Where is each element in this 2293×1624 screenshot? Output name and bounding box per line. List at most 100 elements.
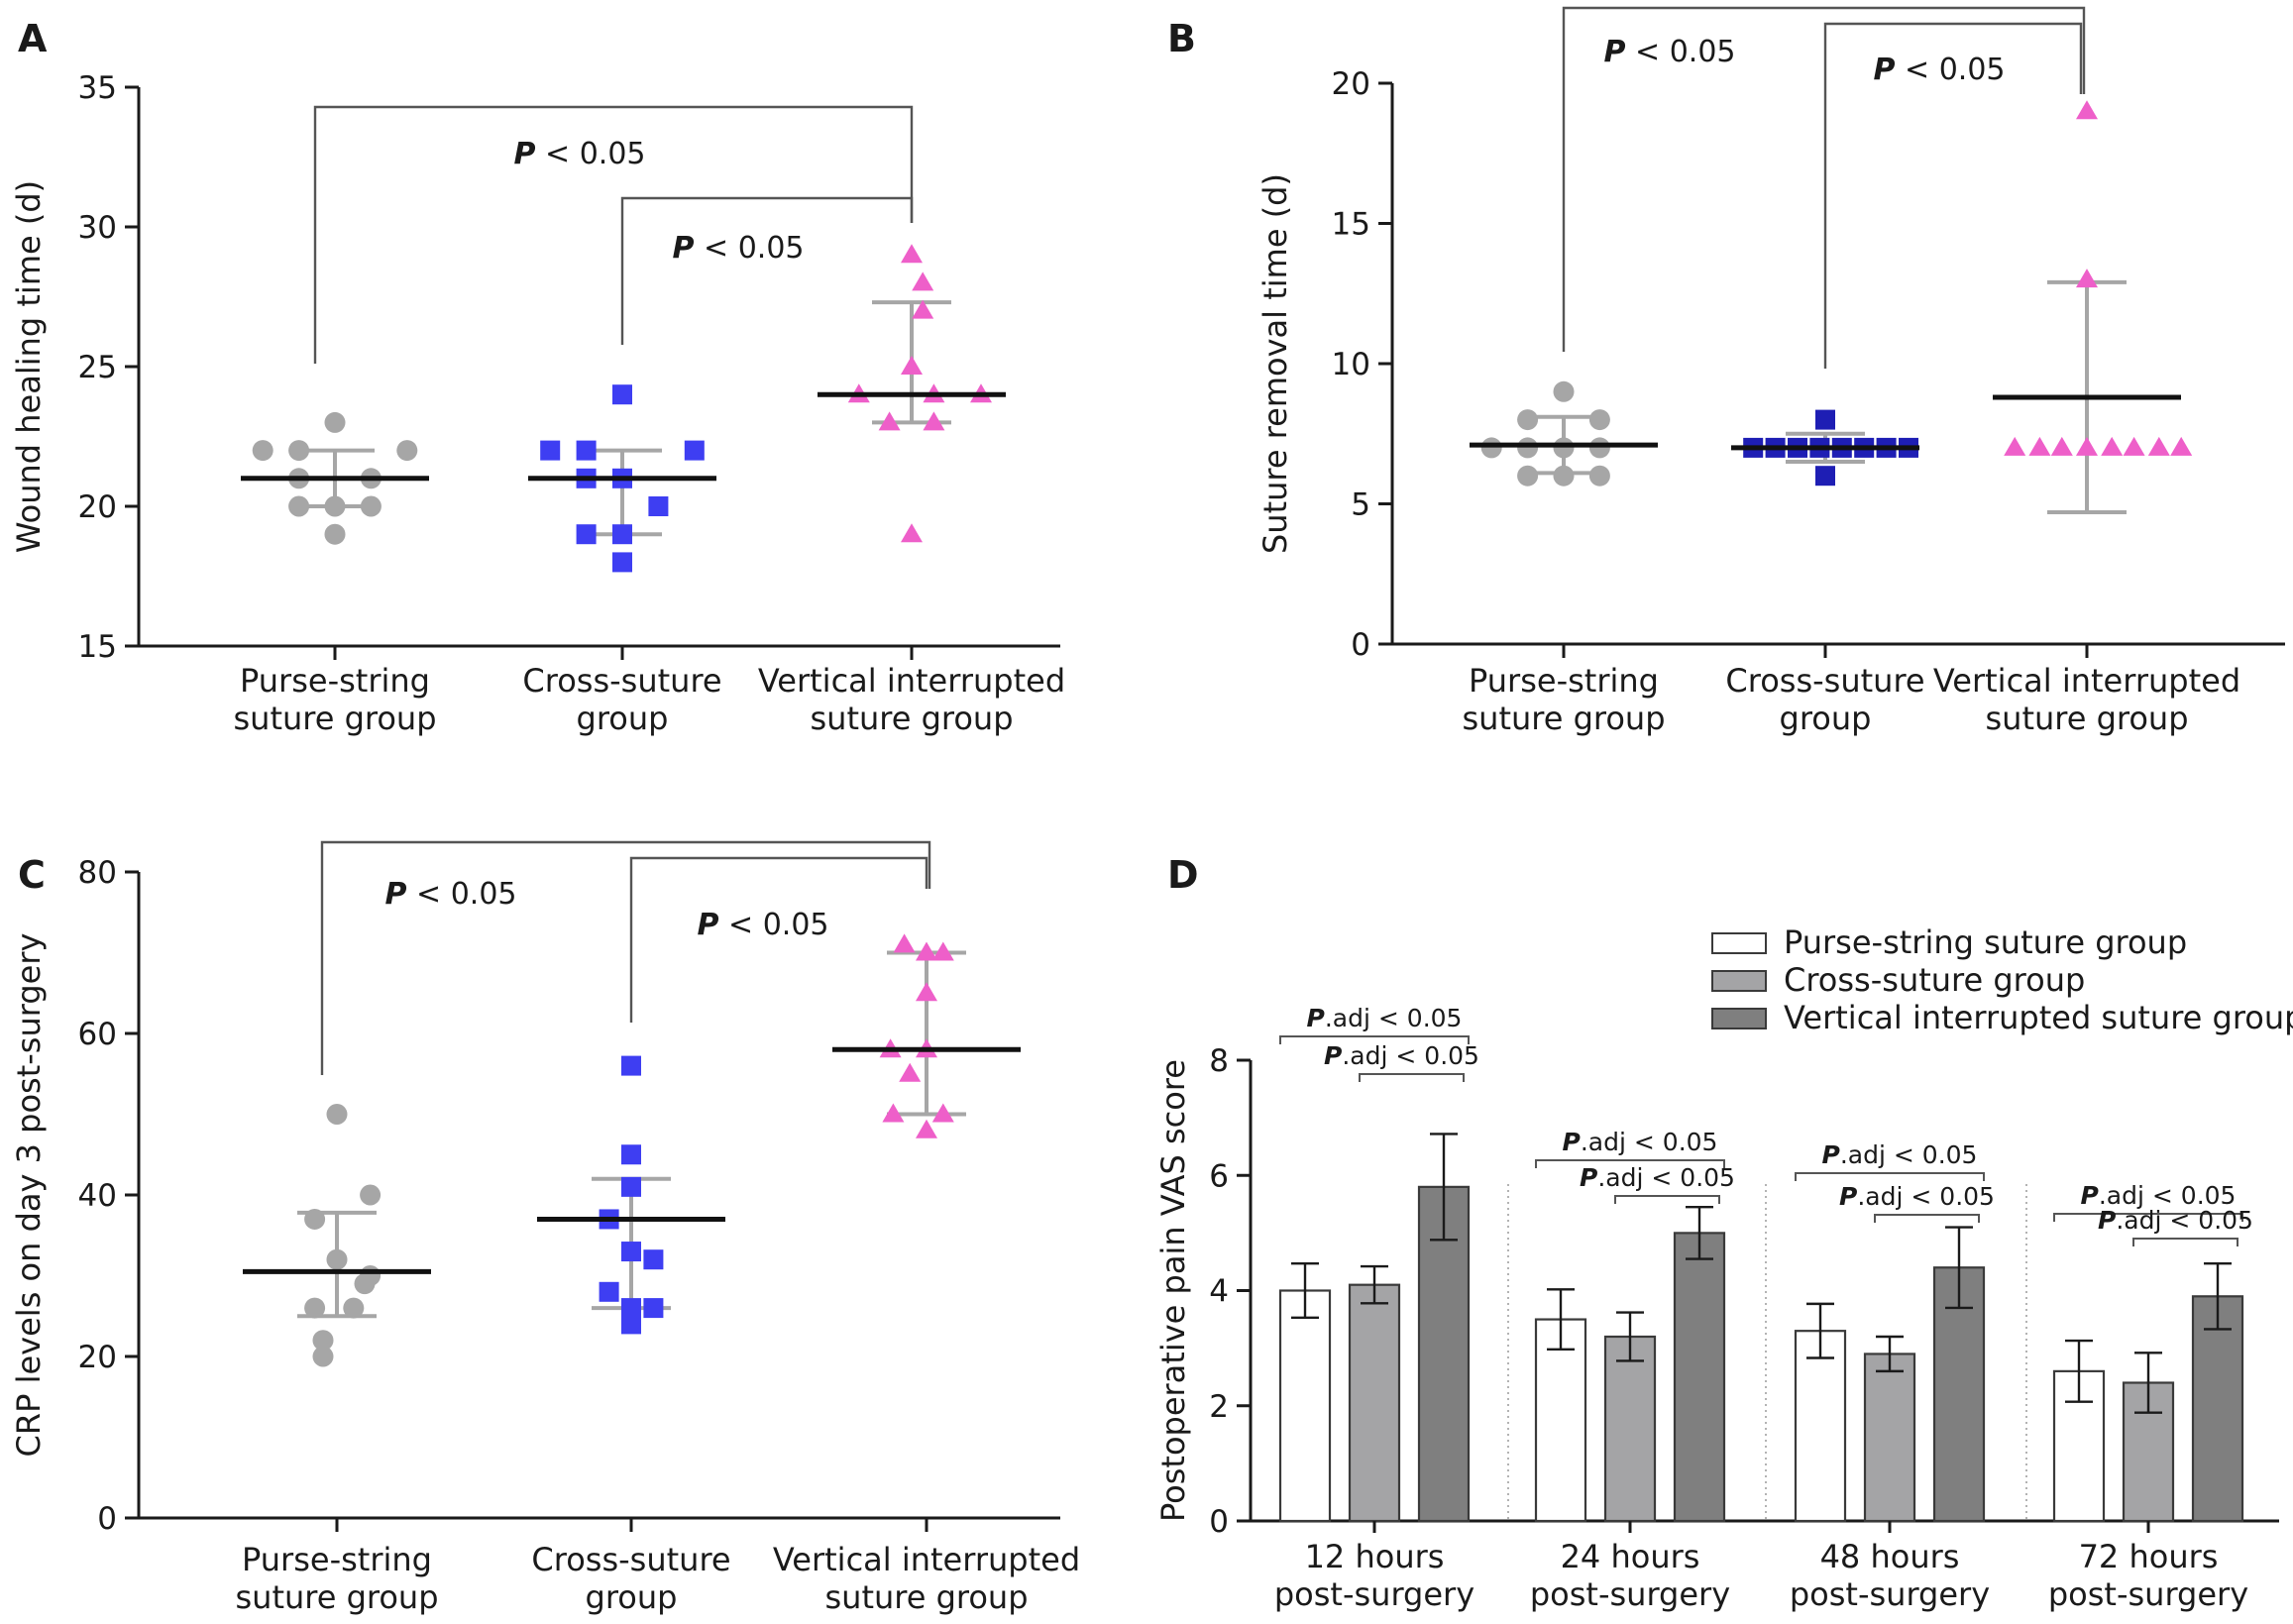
data-point <box>621 1314 641 1335</box>
data-point <box>916 1119 937 1138</box>
y-axis-label: CRP levels on day 3 post-surgery <box>10 933 48 1458</box>
p-value-label: P.adj < 0.05 <box>1563 1128 1718 1156</box>
data-point <box>2170 436 2193 456</box>
y-tick-label: 20 <box>1332 66 1370 102</box>
significance-brackets-c: P < 0.05 P < 0.05 <box>320 840 931 1075</box>
data-point <box>931 1103 954 1123</box>
category-label: group <box>586 1578 678 1616</box>
category-label: Vertical interrupted <box>758 662 1065 700</box>
bracket-inner <box>1614 1195 1720 1204</box>
bracket-inner <box>2132 1238 2238 1246</box>
data-point <box>621 1144 641 1165</box>
data-point <box>2076 269 2098 288</box>
bracket-outer <box>1795 1172 1985 1181</box>
data-point <box>882 1103 905 1123</box>
data-point <box>324 411 346 433</box>
data-point <box>901 523 923 543</box>
data-point <box>901 356 923 375</box>
legend-label: Vertical interrupted suture group <box>1784 999 2293 1036</box>
panel-d: D 0 2 4 6 8 Postoperative pain VAS score 12 hou… <box>1154 853 2293 1613</box>
data-point <box>621 1176 641 1197</box>
data-point <box>576 440 597 461</box>
panel-b: B 0 5 10 15 20 Suture removal time (d) Purse-st… <box>1167 17 2285 737</box>
data-point <box>916 982 937 1002</box>
y-tick-label: 25 <box>78 350 117 385</box>
category-label: Purse-string <box>1469 662 1659 700</box>
significance-brackets-a: P < 0.05 P < 0.05 <box>313 105 914 364</box>
data-point <box>343 1297 365 1319</box>
data-point <box>360 495 382 517</box>
category-label: suture group <box>824 1578 1028 1616</box>
legend-label: Cross-suture group <box>1784 961 2085 999</box>
bracket-outer <box>313 105 914 364</box>
category-label: Cross-suture <box>1725 662 1924 700</box>
data-point <box>288 440 310 462</box>
panel-a: A 15 20 25 30 35 Wound healing time (d) Purse-s… <box>10 17 1065 737</box>
y-tick-label: 0 <box>1209 1504 1229 1540</box>
y-tick-label: 60 <box>78 1017 117 1052</box>
data-point <box>1553 437 1575 459</box>
data-point <box>1588 465 1610 487</box>
p-value-label: P.adj < 0.05 <box>1307 1004 1463 1032</box>
p-value-label: P.adj < 0.05 <box>1839 1182 1995 1211</box>
panel-label: C <box>18 853 46 897</box>
y-tick-label: 4 <box>1209 1274 1229 1310</box>
p-value-label: P.adj < 0.05 <box>2098 1206 2253 1235</box>
y-tick-label: 80 <box>78 855 117 891</box>
significance-bracket-group: P.adj < 0.05P.adj < 0.05 <box>1795 1140 1995 1223</box>
data-point <box>354 1273 376 1295</box>
data-point <box>2050 436 2073 456</box>
y-axis-label: Wound healing time (d) <box>10 180 48 553</box>
legend-swatch <box>1711 1008 1767 1029</box>
data-point <box>2076 436 2098 456</box>
data-point <box>360 1184 382 1206</box>
bar <box>1603 1335 1657 1523</box>
data-point <box>2028 436 2051 456</box>
category-label: Purse-string <box>242 1541 432 1578</box>
y-tick-label: 15 <box>1332 207 1370 243</box>
data-point <box>931 941 954 961</box>
data-point <box>1588 437 1610 459</box>
y-axis-label: Postoperative pain VAS score <box>1154 1059 1192 1522</box>
data-point <box>326 1248 348 1270</box>
category-label: suture group <box>233 700 436 737</box>
bar <box>1794 1330 1847 1523</box>
y-tick-label: 40 <box>78 1178 117 1214</box>
category-label: Cross-suture <box>531 1541 730 1578</box>
data-point <box>1815 409 1835 430</box>
significance-brackets-b: P < 0.05 P < 0.05 <box>1562 6 2086 369</box>
data-point <box>912 299 934 319</box>
p-value-label: P.adj < 0.05 <box>1580 1163 1735 1192</box>
data-point <box>2123 436 2145 456</box>
bar <box>1278 1289 1332 1523</box>
bracket-outer <box>1562 6 2086 352</box>
significance-bracket-group: P.adj < 0.05 P.adj < 0.05 <box>1535 1128 1735 1204</box>
data-point <box>912 271 934 291</box>
p-value-label: P < 0.05 <box>672 231 804 266</box>
data-point <box>2004 436 2026 456</box>
category-label: post-surgery <box>1274 1575 1474 1613</box>
data-point <box>893 933 916 953</box>
data-point <box>621 1055 641 1076</box>
legend-label: Purse-string suture group <box>1784 923 2187 961</box>
data-point <box>2076 100 2098 120</box>
category-label: 24 hours <box>1561 1538 1700 1575</box>
data-point <box>1517 409 1539 431</box>
category-label: post-surgery <box>1790 1575 1990 1613</box>
category-label: 72 hours <box>2079 1538 2219 1575</box>
significance-bracket-group: P.adj < 0.05P.adj < 0.05 <box>2053 1181 2253 1246</box>
p-value-label: P.adj < 0.05 <box>1324 1041 1479 1070</box>
panel-label: A <box>18 17 48 60</box>
category-label: 48 hours <box>1820 1538 1960 1575</box>
category-label: suture group <box>1462 700 1665 737</box>
y-tick-label: 10 <box>1332 347 1370 382</box>
category-label: group <box>577 700 669 737</box>
data-point <box>1517 437 1539 459</box>
y-tick-label: 0 <box>1351 627 1370 663</box>
data-point <box>878 411 901 431</box>
data-point <box>252 440 273 462</box>
bracket-inner <box>1823 22 2083 369</box>
data-point <box>916 941 937 961</box>
